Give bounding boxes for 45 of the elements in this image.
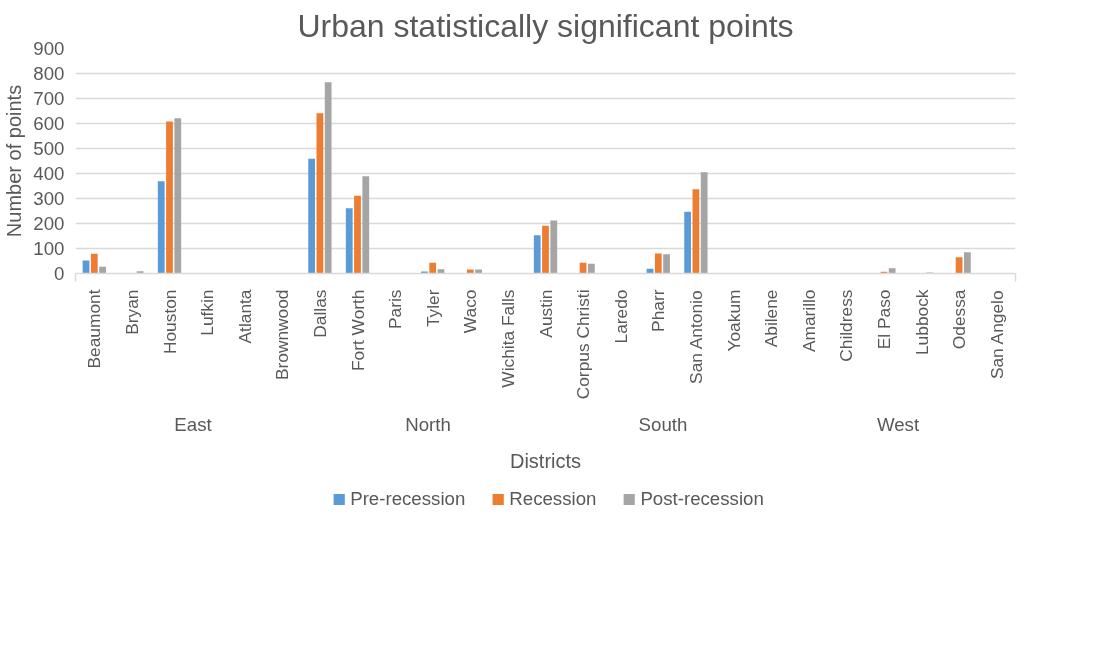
x-tick-label: Beaumont (84, 289, 105, 369)
x-tick-label: Pharr (648, 289, 669, 332)
x-tick-label: Corpus Christi (573, 289, 594, 400)
y-tick-label: 300 (33, 188, 65, 209)
x-tick-label: Dallas (309, 289, 330, 338)
x-tick-label: Childress (836, 289, 857, 362)
text: East (174, 413, 213, 435)
x-tick-label: San Angelo (986, 290, 1007, 380)
x-tick-label: Austin (535, 289, 556, 338)
x-tick-label: Atlanta (234, 289, 255, 344)
x-tick-label: Houston (159, 289, 180, 355)
x-tick-label: Paris (385, 289, 406, 329)
legend-label: Pre-recession (350, 488, 466, 510)
y-tick-label: 800 (33, 63, 65, 84)
y-tick-label: 400 (33, 163, 65, 184)
x-tick-label: Abilene (761, 289, 782, 348)
text: South (638, 413, 688, 435)
y-axis-title: Number of points (3, 84, 26, 238)
x-tick-label: Brownwood (272, 289, 293, 381)
x-tick-label: San Antonio (685, 290, 706, 384)
text: North (405, 413, 451, 435)
legend-label: Post-recession (640, 488, 764, 510)
x-tick-label: Odessa (949, 289, 970, 350)
x-tick-label: Laredo (610, 289, 631, 344)
x-tick-label: Lubbock (911, 289, 932, 356)
chart-title: Urban statistically significant points (297, 7, 794, 44)
text: West (876, 413, 920, 435)
x-tick-label: Fort Worth (347, 289, 368, 372)
x-tick-label: Tyler (422, 289, 443, 328)
x-tick-label: El Paso (873, 289, 894, 350)
y-tick-label: 200 (33, 213, 65, 234)
x-axis-title: Districts (509, 449, 582, 472)
y-tick-label: 500 (33, 138, 65, 159)
y-tick-label: 600 (33, 113, 65, 134)
x-tick-label: Bryan (121, 289, 142, 335)
x-tick-label: Amarillo (798, 289, 819, 353)
y-tick-label: 900 (33, 38, 65, 59)
legend-label: Recession (509, 488, 597, 510)
x-tick-label: Wichita Falls (497, 289, 518, 388)
x-tick-label: Lufkin (197, 289, 218, 336)
y-tick-label: 0 (54, 263, 65, 284)
x-tick-label: Waco (460, 289, 481, 334)
x-tick-label: Yoakum (723, 289, 744, 352)
y-tick-label: 700 (33, 88, 65, 109)
y-tick-label: 100 (33, 238, 65, 259)
